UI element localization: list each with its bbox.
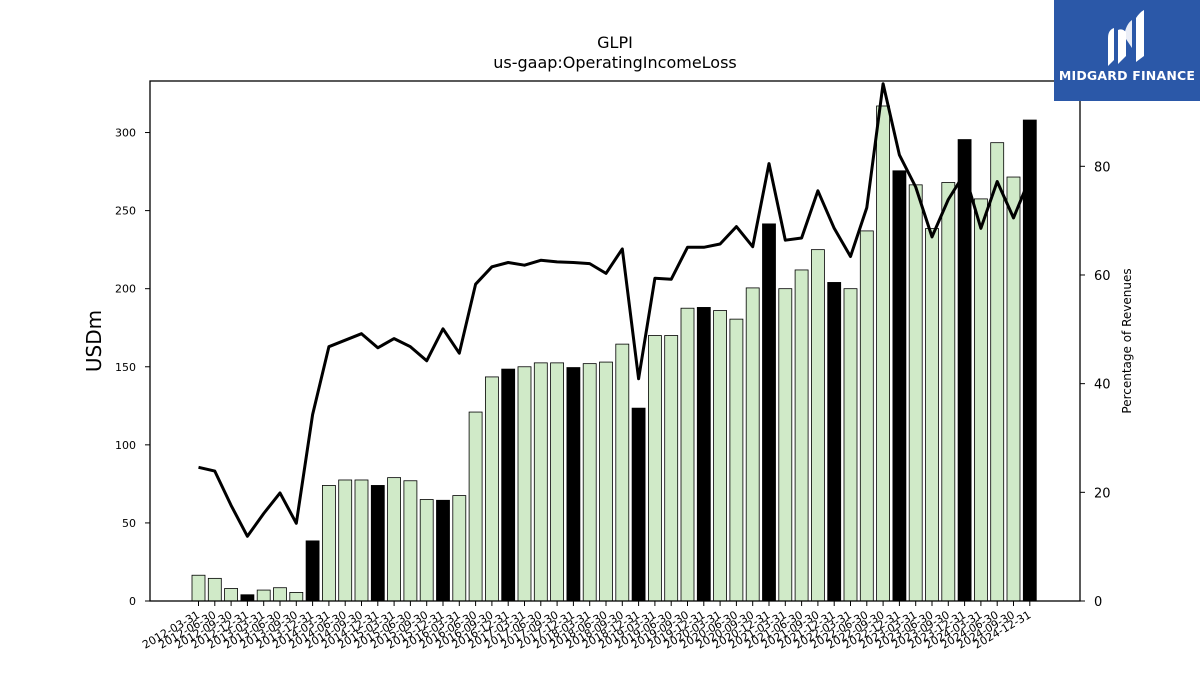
bar-2013-06-30 [273, 587, 287, 602]
midgard-finance-logo-icon [1108, 10, 1144, 66]
bar-series [191, 105, 1037, 602]
bar-2015-03-31 [387, 477, 402, 602]
bar-2016-03-31 [452, 495, 467, 602]
bar-2018-09-30 [615, 343, 630, 602]
bar-2022-09-30 [876, 105, 890, 602]
bar-2016-06-30 [468, 411, 483, 602]
bar-2015-09-30 [419, 499, 434, 602]
bar-2012-03-31 [191, 574, 206, 602]
brand-logo: MIDGARD FINANCE [1054, 0, 1200, 101]
y-tick-label: 0 [129, 595, 136, 608]
bar-2022-03-31 [843, 288, 858, 602]
bar-2018-06-30 [599, 361, 613, 602]
y-tick-label: 200 [115, 283, 136, 296]
bar-2014-09-30 [354, 479, 369, 602]
bar-2020-09-30 [745, 287, 760, 602]
bar-2015-12-31 [436, 499, 450, 602]
bar-2018-12-31 [631, 407, 646, 602]
y-axis-label: USDm [82, 310, 106, 372]
x-axis: 2012-03-312012-06-302012-09-302012-12-31… [140, 601, 1033, 652]
bar-2018-03-31 [582, 363, 597, 602]
bar-2013-09-30 [289, 592, 304, 602]
line-series [198, 82, 1032, 538]
y2-tick-label: 60 [1094, 269, 1111, 284]
bar-2019-06-30 [664, 335, 679, 602]
y2-tick-label: 20 [1094, 486, 1111, 501]
bar-2020-03-31 [713, 310, 727, 602]
bar-2012-12-31 [240, 594, 255, 602]
y2-axis-label: Percentage of Revenues [1120, 268, 1134, 413]
bar-2013-12-31 [305, 540, 320, 602]
y2-tick-label: 0 [1094, 595, 1102, 610]
bar-2014-03-31 [321, 485, 336, 602]
bar-2020-06-30 [729, 318, 744, 602]
y2-tick-label: 40 [1094, 378, 1111, 393]
bar-2012-06-30 [207, 577, 222, 602]
right-y-axis: 0 20 40 60 80 [1080, 160, 1111, 610]
bar-2019-09-30 [680, 307, 695, 602]
y-tick-label: 150 [115, 361, 136, 374]
bar-2019-12-31 [696, 307, 711, 602]
bar-2016-12-31 [501, 368, 516, 602]
bar-2023-06-30 [925, 228, 939, 602]
bar-2017-06-30 [533, 362, 548, 602]
bar-2021-09-30 [811, 249, 825, 602]
chart-title: GLPI [597, 33, 633, 52]
left-y-axis: 0 50 100 150 200 250 300 [115, 127, 150, 608]
bar-2023-03-31 [908, 184, 923, 602]
bar-2019-03-31 [648, 335, 662, 602]
y-tick-label: 300 [115, 127, 136, 140]
bar-2021-12-31 [827, 282, 842, 602]
bar-2014-06-30 [338, 479, 353, 602]
chart-subtitle: us-gaap:OperatingIncomeLoss [493, 53, 737, 72]
bar-2016-09-30 [484, 376, 499, 602]
y2-tick-label: 80 [1094, 160, 1111, 175]
bar-2022-06-30 [859, 230, 874, 602]
bar-2024-06-30 [990, 142, 1005, 602]
bar-2020-12-31 [762, 223, 776, 602]
percentage-line [198, 82, 1032, 538]
bar-2014-12-31 [370, 485, 385, 602]
y-tick-label: 250 [115, 205, 136, 218]
brand-name: MIDGARD FINANCE [1058, 68, 1196, 83]
y-tick-label: 50 [122, 517, 136, 530]
bar-2022-12-31 [892, 170, 907, 602]
bar-2017-03-31 [517, 366, 532, 602]
bar-2023-12-31 [957, 139, 972, 602]
plot-frame [149, 80, 1081, 602]
bar-2021-03-31 [778, 288, 793, 602]
bar-2021-06-30 [794, 269, 809, 602]
bar-2012-09-30 [224, 588, 239, 602]
bar-2017-12-31 [566, 367, 581, 602]
bar-2017-09-30 [550, 362, 564, 602]
bar-2024-03-31 [974, 198, 988, 602]
y-tick-label: 100 [115, 439, 136, 452]
bar-2023-09-30 [941, 182, 956, 602]
bar-2015-06-30 [403, 480, 418, 602]
bar-2013-03-31 [256, 589, 271, 602]
bar-2024-09-30 [1006, 176, 1021, 602]
